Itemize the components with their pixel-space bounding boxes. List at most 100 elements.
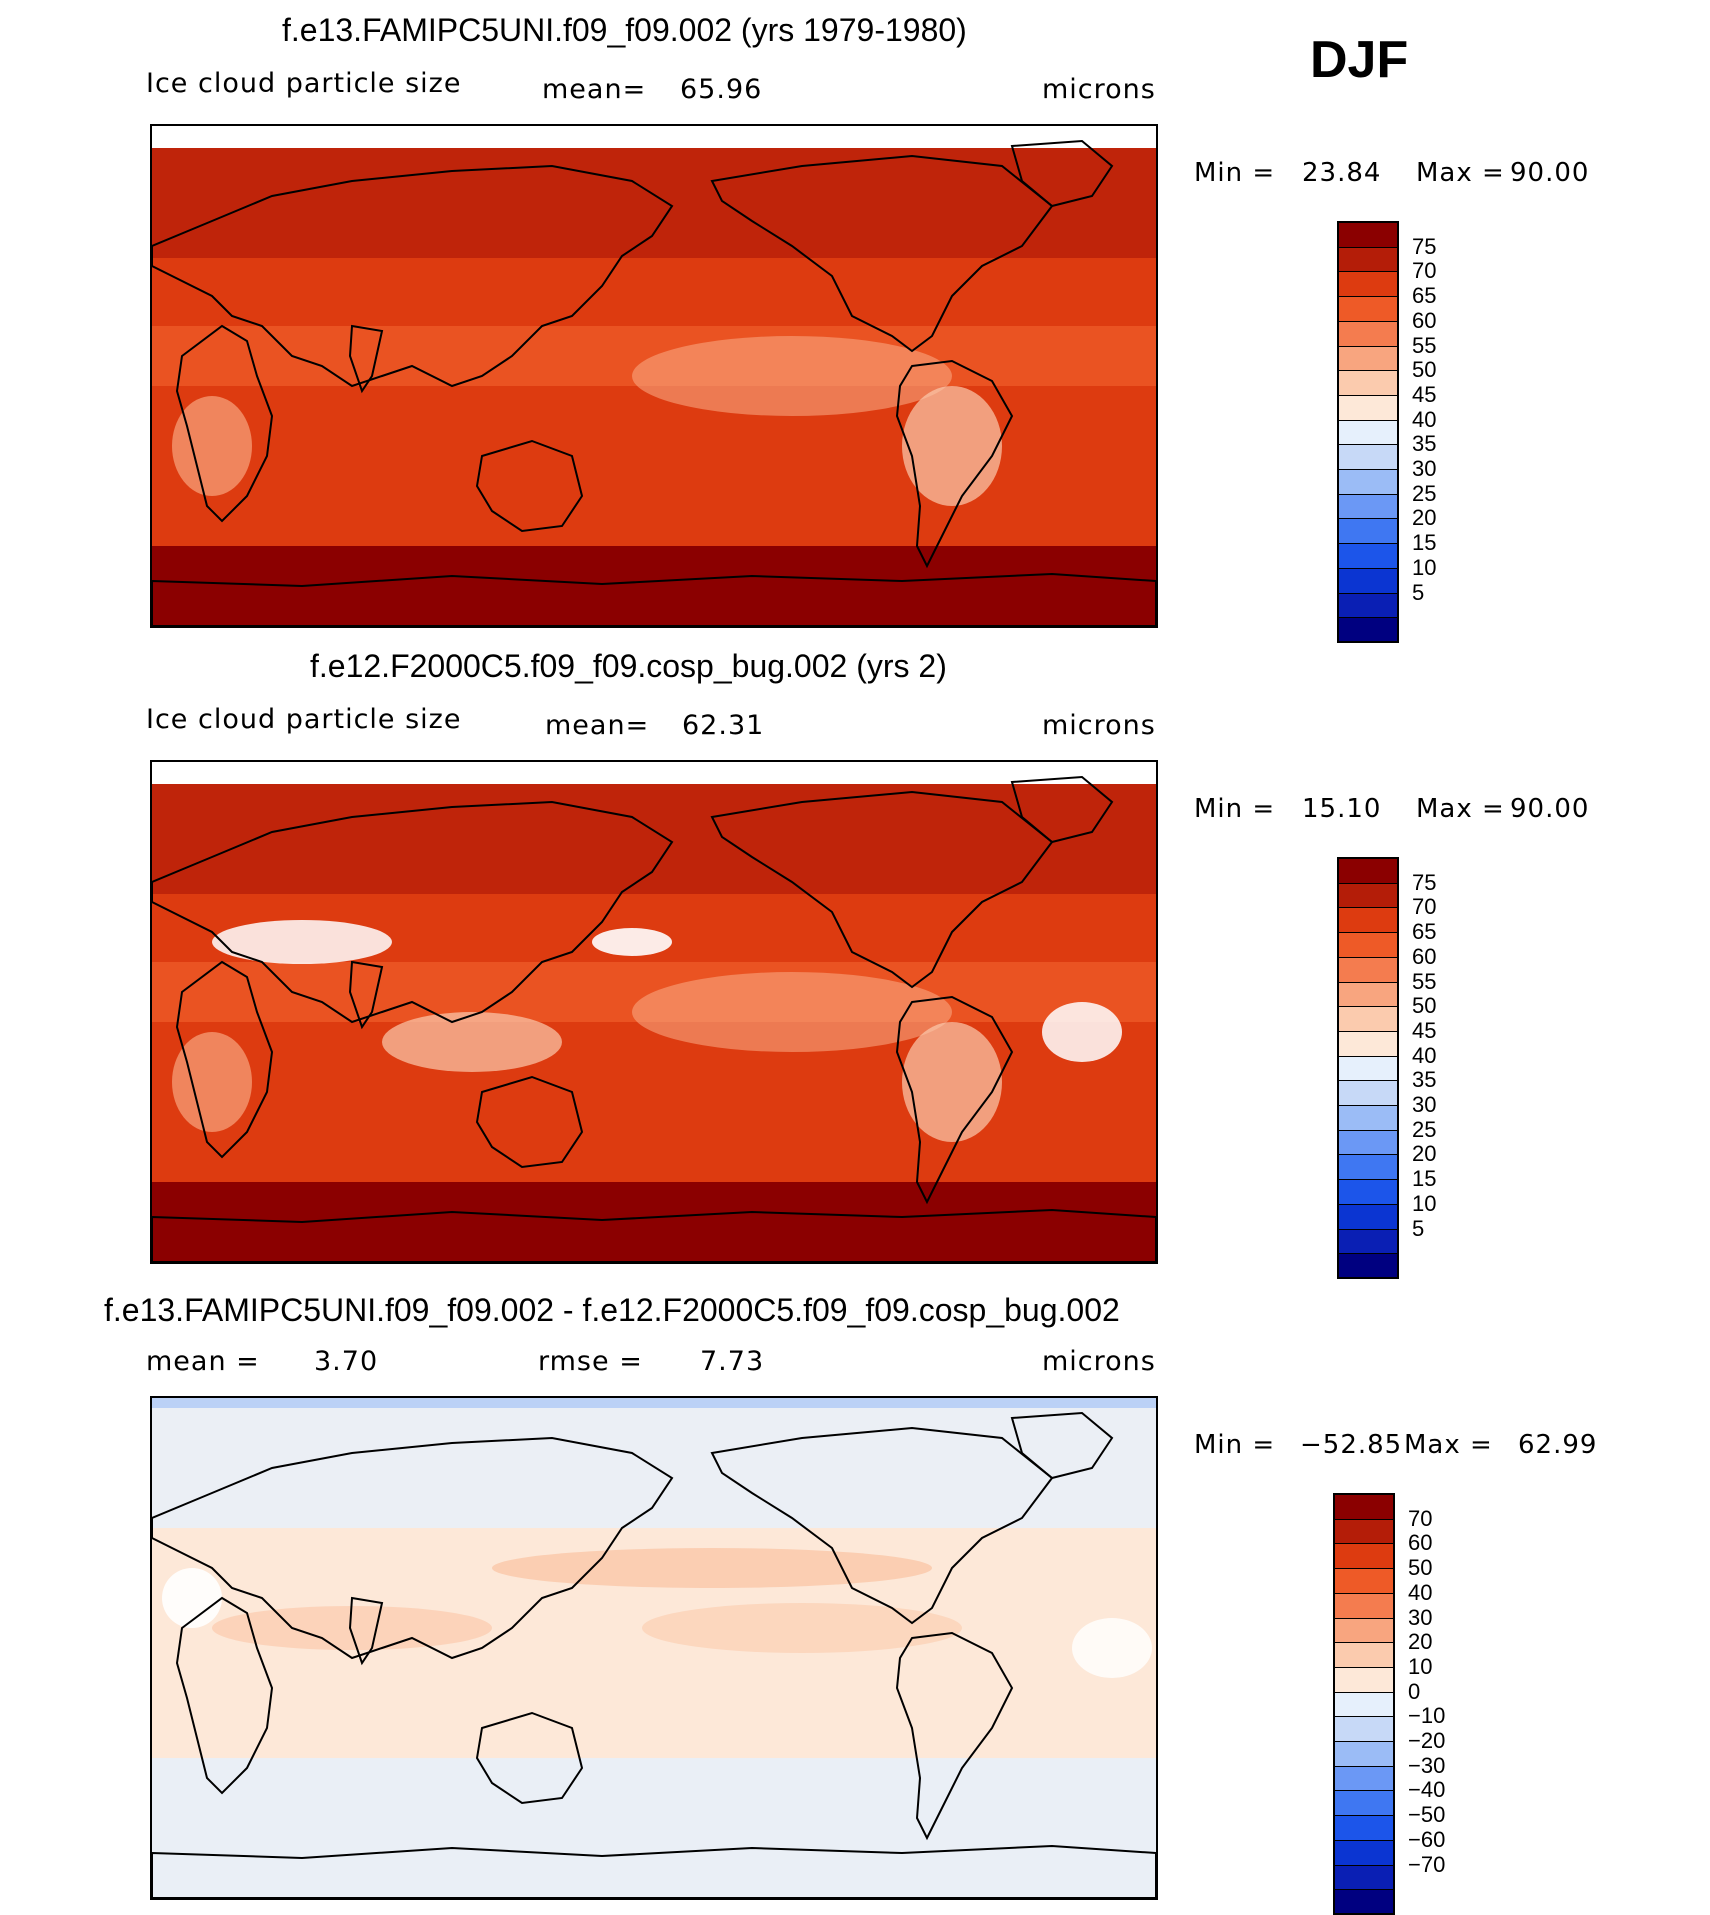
colorbar-segment [1338,1179,1398,1205]
colorbar-tick-label: 25 [1412,480,1437,506]
panel1-min-value: 23.84 [1302,158,1382,188]
panel3-field [152,1398,1156,1898]
coastline [152,1844,1156,1898]
colorbar-segment [1334,1765,1394,1792]
colorbar-segment [1338,320,1398,347]
panel2-max-value: 90.00 [1510,794,1590,824]
low-value-patch [632,336,952,416]
colorbar-segment [1338,1154,1398,1181]
low-value-patch [172,396,252,496]
panel2-min-value: 15.10 [1302,794,1382,824]
coastline [1010,775,1114,844]
colorbar-segment [1338,1253,1398,1279]
colorbar-tick-label: 40 [1412,406,1437,432]
colorbar-tick-label: −70 [1408,1851,1446,1877]
colorbar-segment [1338,956,1398,983]
coastline [475,1075,584,1169]
low-value-patch [172,1032,252,1132]
colorbar-segment [1334,1617,1394,1644]
coastline [1010,139,1114,208]
colorbar-segment [1338,518,1398,545]
high-latitude-band [152,148,1156,258]
coastline [152,572,1156,626]
colorbar-tick-label: 10 [1412,1190,1437,1216]
colorbar-segment [1338,1080,1398,1106]
panel1-field [152,126,1156,626]
colorbar-segment [1338,543,1398,569]
panel3-mean-value: 3.70 [314,1346,379,1377]
panel1-min-label: Min = [1194,158,1276,188]
colorbar-tick-label: 65 [1412,283,1437,309]
colorbar-tick-label: 70 [1408,1505,1433,1531]
panel3-title: f.e13.FAMIPC5UNI.f09_f09.002 - f.e12.F20… [104,1292,1120,1328]
colorbar-segment [1338,394,1398,421]
coastlines [152,1411,1156,1898]
colorbar-tick-label: −20 [1408,1728,1446,1753]
colorbar-segment [1338,469,1398,495]
no-data-patch [1042,1002,1122,1062]
colorbar-tick-label: 5 [1412,1215,1425,1241]
colorbar-segment [1334,1790,1394,1817]
coastline [1010,1411,1114,1480]
no-data-band [152,126,1156,148]
positive-patch [492,1548,932,1588]
panel3-max-value: 62.99 [1518,1430,1598,1460]
colorbar-segment [1334,1642,1394,1668]
antarctic-band [152,1182,1156,1262]
panel1-title: f.e13.FAMIPC5UNI.f09_f09.002 (yrs 1979-1… [282,12,967,48]
coastline [475,439,584,533]
coastline [152,800,674,1024]
colorbar-segment [1334,1839,1394,1866]
colorbar-segment [1338,617,1398,643]
colorbar-segment [1338,858,1398,884]
panel1-variable-label: Ice cloud particle size [146,68,462,99]
colorbar-tick-label: 40 [1412,1042,1437,1068]
colorbar-frame [1333,1493,1395,1915]
colorbar-tick-label: −60 [1408,1826,1446,1852]
colorbar-tick-label: −10 [1408,1703,1446,1729]
colorbar-segment [1338,567,1398,594]
panel3-min-value: −52.85 [1300,1430,1403,1460]
colorbar-tick-label: 70 [1412,894,1437,920]
coastline [175,1596,274,1795]
panel1-map [150,124,1158,628]
colorbar-segment [1338,222,1398,248]
colorbar-segment [1338,271,1398,298]
colorbar-tick-label: 30 [1412,456,1437,481]
coastline [475,1711,584,1805]
negative-band [152,1398,1156,1408]
panel1-mean-value: 65.96 [680,74,763,105]
panel3-mean-label: mean = [146,1346,260,1377]
panel2-title: f.e12.F2000C5.f09_f09.cosp_bug.002 (yrs … [310,648,947,684]
panel3-rmse-value: 7.73 [700,1346,765,1377]
coastline [895,1631,1014,1841]
colorbar-segment [1338,1129,1398,1156]
colorbar-tick-label: 50 [1412,357,1437,383]
colorbar-segment [1338,419,1398,446]
colorbar-tick-label: 75 [1412,869,1437,895]
no-data-patch [592,928,672,956]
colorbar-segment [1338,1203,1398,1230]
coastlines [152,775,1156,1262]
coastline [175,960,274,1159]
coastline [348,960,384,1030]
coastline [152,164,674,388]
colorbar-tick-label: 75 [1412,233,1437,259]
panel1-units: microns [1042,74,1156,105]
panel1-max-value: 90.00 [1510,158,1590,188]
panel1-max-label: Max = [1416,158,1505,188]
colorbar-tick-label: 60 [1408,1530,1433,1556]
no-data-patch [212,920,392,964]
coastline [152,1436,674,1660]
colorbar-segment [1338,444,1398,470]
panel2-mean-label: mean= [545,710,650,741]
colorbar-tick-label: 65 [1412,919,1437,945]
colorbar-frame [1337,221,1399,643]
colorbar-tick-label: 45 [1412,1017,1437,1043]
low-value-patch [632,972,952,1052]
colorbar-tick-label: 40 [1408,1579,1433,1605]
colorbar-segment [1338,345,1398,372]
no-data-patch [162,1568,222,1628]
high-latitude-band [152,784,1156,894]
colorbar-tick-label: 30 [1408,1604,1433,1630]
